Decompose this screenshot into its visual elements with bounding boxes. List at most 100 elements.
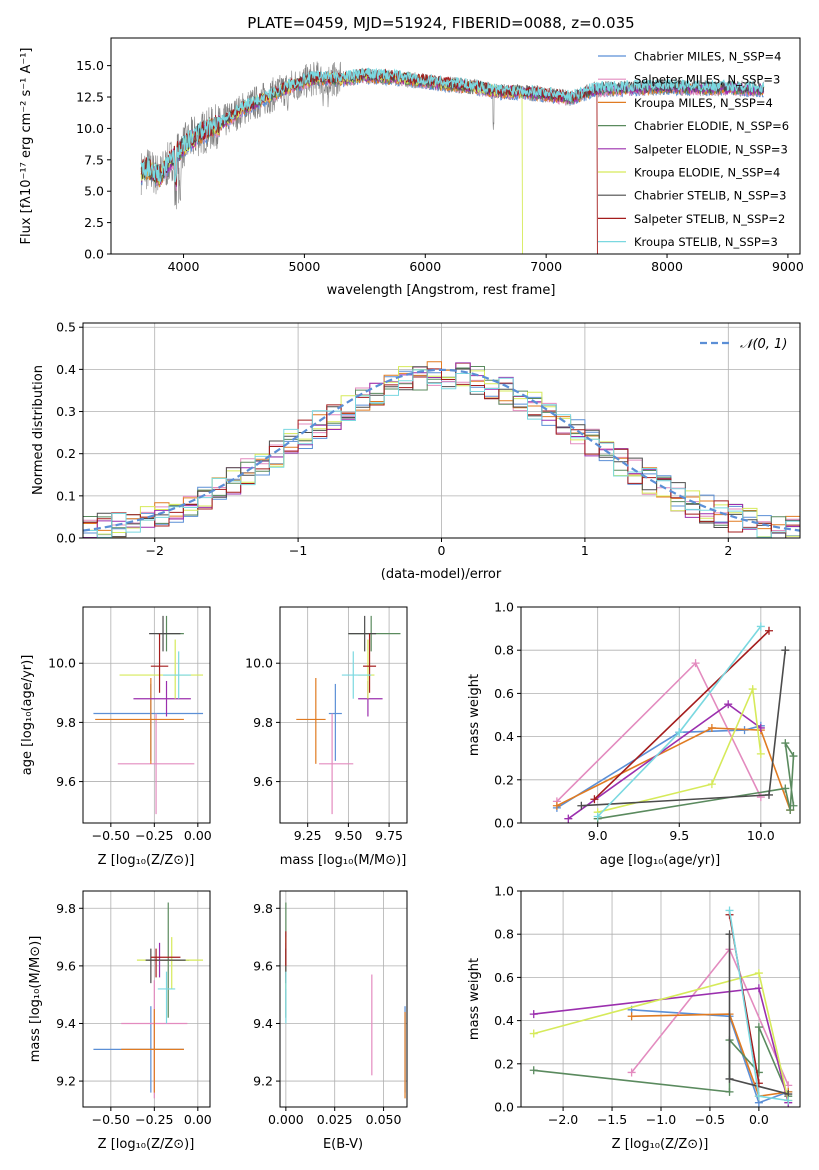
weight-marker <box>725 1074 734 1083</box>
z-weight-ylabel: mass weight <box>467 958 482 1040</box>
model-spectrum-line <box>140 69 765 186</box>
y-tick-label: 9.8 <box>253 901 273 916</box>
y-tick-label: 2.5 <box>84 215 104 230</box>
z-mass-panel: −0.50 −0.25 0.00 9.2 9.4 9.6 9.8 Z [log₁₀(Z/Z⊙… <box>28 890 212 1152</box>
x-tick-label: 9.50 <box>334 828 362 843</box>
x-tick-label: −0.25 <box>135 828 173 843</box>
weight-marker <box>754 984 763 993</box>
y-tick-label: 10.0 <box>48 656 76 671</box>
x-tick-label: 9.5 <box>669 828 689 843</box>
weight-series-line <box>556 727 791 811</box>
x-tick-label: 0.050 <box>366 1112 402 1127</box>
weight-marker <box>529 1029 538 1038</box>
weight-marker <box>725 1087 734 1096</box>
x-tick-label: 0.00 <box>184 828 212 843</box>
y-tick-label: 10.0 <box>76 121 104 136</box>
weight-lines <box>552 622 798 823</box>
weight-marker <box>789 801 798 810</box>
z-age-xlabel: Z [log₁₀(Z/Z⊙)] <box>98 853 195 868</box>
z-weight-xlabel: Z [log₁₀(Z/Z⊙)] <box>612 1137 709 1152</box>
histogram-xlabel: (data-model)/error <box>381 567 502 582</box>
errorbar-group <box>93 902 204 1099</box>
x-tick-label: 6000 <box>409 259 441 274</box>
weight-marker <box>593 812 602 821</box>
y-tick-label: 9.4 <box>56 1016 76 1031</box>
histogram-step-line <box>83 369 800 538</box>
x-tick-label: −1.0 <box>646 1112 676 1127</box>
x-tick-label: −0.50 <box>92 1112 130 1127</box>
weight-marker <box>756 793 765 802</box>
weight-marker <box>529 1010 538 1019</box>
x-tick-label: −2 <box>145 543 163 558</box>
y-tick-label: 0.8 <box>494 927 514 942</box>
weight-series-line <box>533 1026 790 1097</box>
errorbar-group <box>285 902 406 1099</box>
y-tick-label: 5.0 <box>84 184 104 199</box>
weight-marker <box>754 1092 763 1101</box>
weight-marker <box>781 784 790 793</box>
y-tick-label: 9.6 <box>56 774 76 789</box>
weight-series-line <box>597 742 795 820</box>
spectrum-axes-frame <box>110 37 801 255</box>
x-tick-label: −0.50 <box>92 828 130 843</box>
x-tick-label: 0.025 <box>317 1112 353 1127</box>
mass-age-xlabel: mass [log₁₀(M/M⊙)] <box>280 853 407 868</box>
y-tick-label: 9.2 <box>56 1074 76 1089</box>
weight-marker <box>756 622 765 631</box>
weight-marker <box>748 685 757 694</box>
y-tick-label: 0.6 <box>494 970 514 985</box>
weight-marker <box>781 739 790 748</box>
normal-reference-curve <box>83 368 800 532</box>
y-tick-label: 0.4 <box>494 729 514 744</box>
x-tick-label: −0.5 <box>695 1112 725 1127</box>
y-tick-label: 9.6 <box>56 958 76 973</box>
spectrum-panel: PLATE=0459, MJD=51924, FIBERID=0088, z=0… <box>19 14 804 298</box>
weight-series-line <box>631 1009 789 1104</box>
x-tick-label: 5000 <box>288 259 320 274</box>
errorbar-group <box>93 615 204 815</box>
x-tick-label: 0 <box>438 543 446 558</box>
x-tick-label: 2 <box>724 543 732 558</box>
weight-series-line <box>597 686 762 813</box>
mass-age-axes-frame <box>279 606 408 824</box>
weight-marker <box>754 1023 763 1032</box>
weight-marker <box>781 646 790 655</box>
spectrum-xlabel: wavelength [Angstrom, rest frame] <box>327 283 556 298</box>
x-tick-label: 7000 <box>530 259 562 274</box>
y-tick-label: 9.8 <box>56 715 76 730</box>
z-age-ylabel: age [log₁₀(age/yr)] <box>20 655 35 776</box>
weight-marker <box>590 795 599 804</box>
x-tick-label: 4000 <box>168 259 200 274</box>
y-tick-label: 0.2 <box>56 446 76 461</box>
x-tick-label: 0.0 <box>749 1112 769 1127</box>
ebv-mass-panel: 0.000 0.025 0.050 9.2 9.4 9.6 9.8 E(B-V) <box>253 890 408 1152</box>
y-tick-label: 0.4 <box>494 1013 514 1028</box>
mass-age-panel: 9.25 9.50 9.75 9.6 9.8 10.0 mass [log₁₀(M/M⊙)… <box>245 606 408 868</box>
spectrum-lines <box>140 61 765 254</box>
age-weight-xlabel: age [log₁₀(age/yr)] <box>600 853 721 868</box>
spectrum-ylabel: Flux [fλ10⁻¹⁷ erg cm⁻² s⁻¹ A⁻¹] <box>19 48 34 245</box>
x-tick-label: −0.25 <box>135 1112 173 1127</box>
y-tick-label: 9.8 <box>253 715 273 730</box>
y-tick-label: 9.4 <box>253 1016 273 1031</box>
age-weight-axes-frame <box>520 606 801 824</box>
weight-marker <box>765 790 773 799</box>
legend-label: Chabrier STELIB, N_SSP=3 <box>634 189 786 203</box>
weight-marker <box>784 1096 793 1105</box>
weight-marker <box>552 801 561 810</box>
x-tick-label: −1.5 <box>597 1112 627 1127</box>
y-tick-label: 0.4 <box>56 362 76 377</box>
x-tick-label: 9000 <box>772 259 804 274</box>
y-tick-label: 0.2 <box>494 772 514 787</box>
weight-lines <box>529 906 793 1107</box>
legend-label: Kroupa MILES, N_SSP=4 <box>634 96 773 110</box>
histogram-steps <box>83 361 800 538</box>
legend-label: Salpeter ELODIE, N_SSP=3 <box>634 142 788 156</box>
weight-marker <box>765 626 773 635</box>
y-tick-label: 0.1 <box>56 488 76 503</box>
y-tick-label: 0.0 <box>494 816 514 831</box>
y-tick-label: 9.2 <box>253 1074 273 1089</box>
ebv-mass-axes-frame <box>279 890 408 1108</box>
model-spectrum-line <box>140 67 765 183</box>
z-age-axes-frame <box>82 606 211 824</box>
